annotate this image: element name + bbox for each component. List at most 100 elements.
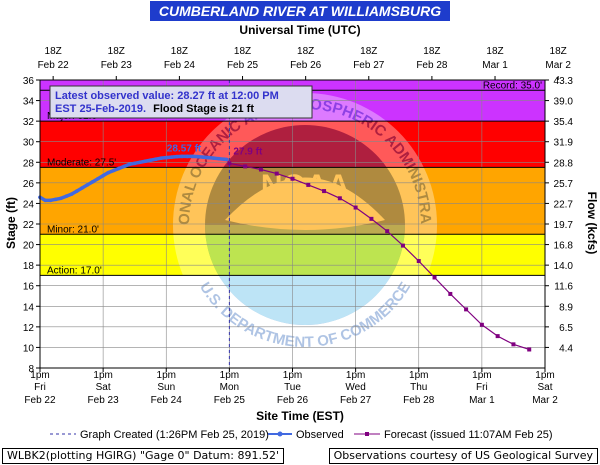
observed-point (217, 156, 221, 161)
observed-point (132, 161, 137, 166)
y2-tick-label: 43.3 (554, 76, 574, 87)
forecast-point (337, 196, 342, 201)
forecast-point (306, 182, 311, 187)
forecast-point (432, 275, 437, 280)
y-tick-label: 24 (23, 199, 35, 210)
observed-point (117, 166, 121, 171)
observed-point (153, 157, 158, 161)
x-bottom-tick-time: 1pm (283, 370, 302, 381)
x-bottom-tick-time: 1pm (535, 370, 554, 381)
observed-point (127, 162, 132, 167)
y-tick-label: 26 (23, 179, 35, 190)
x-bottom-tick-date: Feb 28 (403, 395, 435, 406)
observed-point (148, 158, 153, 163)
info-box-line2: EST 25-Feb-2019. Flood Stage is 21 ft (55, 103, 254, 115)
x-top-tick-date: Feb 24 (164, 60, 196, 71)
footer-gage-datum: WLBK2(plotting HGIRG) "Gage 0" Datum: 89… (2, 448, 285, 464)
x-top-tick-date: Feb 23 (101, 60, 133, 71)
forecast-point (385, 229, 390, 234)
forecast-point (243, 164, 248, 169)
x-top-tick-date: Mar 2 (545, 60, 571, 71)
forecast-point (511, 342, 516, 347)
observed-point (96, 176, 100, 181)
y2-tick-label: 31.9 (554, 138, 574, 149)
y2-tick-label: 22.7 (554, 199, 574, 210)
forecast-peak-label: 27.9 ft (233, 146, 263, 157)
observed-point (75, 189, 79, 193)
forecast-point (479, 322, 484, 327)
watermark-gull (225, 177, 385, 230)
forecast-point (353, 205, 358, 210)
y-tick-label: 10 (23, 343, 35, 354)
x-bottom-tick-date: Feb 27 (340, 395, 372, 406)
bottom-axis-title: Site Time (EST) (256, 409, 344, 423)
y-tick-label: 8 (28, 364, 34, 375)
title-bar (150, 1, 450, 21)
y2-axis-title: Flow (kcfs) (585, 192, 599, 255)
x-bottom-tick-time: 1pm (157, 370, 176, 381)
x-bottom-tick-time: 1pm (30, 370, 49, 381)
observed-point (64, 194, 69, 199)
forecast-point (369, 216, 374, 221)
info-box-date: EST 25-Feb-2019. (55, 103, 146, 115)
x-top-tick-date: Feb 27 (353, 60, 385, 71)
watermark-ring (173, 93, 437, 357)
forecast-line (229, 162, 530, 351)
y2-tick-label: 28.8 (554, 158, 574, 169)
y-tick-label: 14 (23, 302, 35, 313)
legend: Graph Created (1:26PM Feb 25, 2019) Obse… (50, 429, 553, 441)
x-bottom-tick-day: Mon (220, 382, 239, 393)
y-tick-label: 18 (23, 261, 35, 272)
y2-tick-label: 8.9 (559, 302, 573, 313)
observed-point (169, 155, 174, 159)
x-top-tick-label: 18Z (297, 46, 314, 57)
footer-bar: WLBK2(plotting HGIRG) "Gage 0" Datum: 89… (0, 446, 600, 465)
legend-observed-marker (277, 431, 283, 437)
legend-forecast-label: Forecast (issued 11:07AM Feb 25) (384, 429, 553, 441)
forecast-point (416, 259, 421, 264)
x-top-tick-date: Feb 28 (416, 60, 448, 71)
observed-point (222, 157, 226, 161)
y-tick-label: 36 (23, 76, 35, 87)
x-bottom-tick-time: 1pm (409, 370, 428, 381)
observed-point (106, 170, 111, 175)
observed-point (185, 154, 190, 159)
x-top-tick-date: Feb 22 (38, 60, 70, 71)
observed-point (69, 192, 74, 196)
legend-observed-label: Observed (296, 429, 344, 441)
y2-tick-label: 16.8 (554, 241, 574, 252)
x-bottom-tick-day: Tue (284, 382, 301, 393)
x-top-tick-label: 18Z (234, 46, 251, 57)
x-top-tick-label: 18Z (360, 46, 377, 57)
observed-peak-label: 28.57 ft (167, 143, 202, 154)
footer-observations-credit: Observations courtesy of US Geological S… (328, 448, 598, 464)
x-bottom-tick-day: Thu (410, 382, 427, 393)
y2-tick-label: 6.5 (559, 323, 573, 334)
y-tick-label: 32 (23, 117, 35, 128)
x-bottom-tick-day: Wed (345, 382, 365, 393)
x-top-tick-label: 18Z (486, 46, 503, 57)
forecast-point (400, 243, 405, 248)
legend-created-label: Graph Created (1:26PM Feb 25, 2019) (80, 429, 269, 441)
observed-point (190, 154, 195, 159)
forecast-point (448, 291, 453, 296)
forecast-point (227, 161, 232, 166)
threshold-label: Record: 35.0' (483, 80, 542, 91)
x-bottom-tick-day: Fri (476, 382, 488, 393)
x-bottom-tick-time: 1pm (220, 370, 239, 381)
y-tick-label: 30 (23, 138, 35, 149)
observed-point (53, 197, 58, 202)
observed-point (201, 155, 205, 159)
observed-point (196, 154, 200, 159)
x-bottom-tick-time: 1pm (472, 370, 491, 381)
axes: 8 10 12 14 16 18 20 22 24 26 28 30 32 34 36 4.4 6.5 8.9 11… (23, 46, 574, 406)
y-axis-title: Stage (ft) (4, 197, 18, 249)
y-tick-label: 16 (23, 282, 35, 293)
threshold-label: Moderate: 27.5' (47, 157, 116, 168)
y2-tick-label: 19.7 (554, 220, 574, 231)
x-bottom-tick-date: Feb 22 (24, 395, 56, 406)
observed-point (101, 173, 105, 178)
observed-point (122, 164, 126, 169)
top-axis-title: Universal Time (UTC) (239, 23, 360, 37)
legend-forecast-marker (365, 432, 369, 436)
